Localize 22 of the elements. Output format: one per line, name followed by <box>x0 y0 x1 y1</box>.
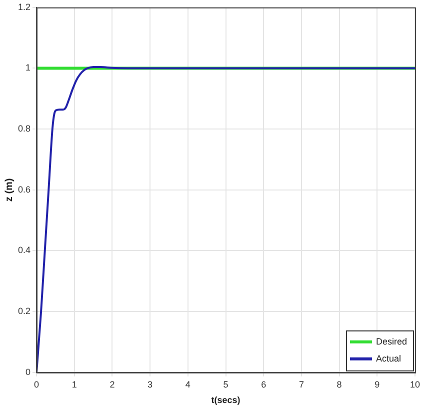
x-tick-label: 6 <box>261 379 266 390</box>
legend-label: Actual <box>376 353 401 364</box>
x-tick-label: 5 <box>223 379 228 390</box>
x-tick-label: 9 <box>374 379 380 390</box>
x-tick-label: 2 <box>110 379 115 390</box>
y-axis-title: z (m) <box>4 178 15 202</box>
y-tick-label: 0 <box>25 366 31 377</box>
y-tick-label: 0.2 <box>18 306 31 316</box>
x-tick-label: 3 <box>148 379 153 390</box>
x-tick-label: 8 <box>336 379 342 390</box>
x-tick-label: 0 <box>34 379 40 390</box>
x-axis-title: t(secs) <box>211 395 240 406</box>
x-tick-label: 7 <box>298 379 304 390</box>
legend-label: Desired <box>376 336 407 346</box>
y-tick-label: 1.2 <box>18 2 31 12</box>
y-tick-label: 0.4 <box>18 245 31 256</box>
x-tick-label: 1 <box>72 379 77 390</box>
y-tick-label: 1 <box>25 62 31 73</box>
x-tick-label: 10 <box>410 379 420 390</box>
x-tick-label: 4 <box>185 379 190 390</box>
y-tick-label: 0.6 <box>18 184 31 194</box>
y-tick-label: 0.8 <box>18 124 31 134</box>
